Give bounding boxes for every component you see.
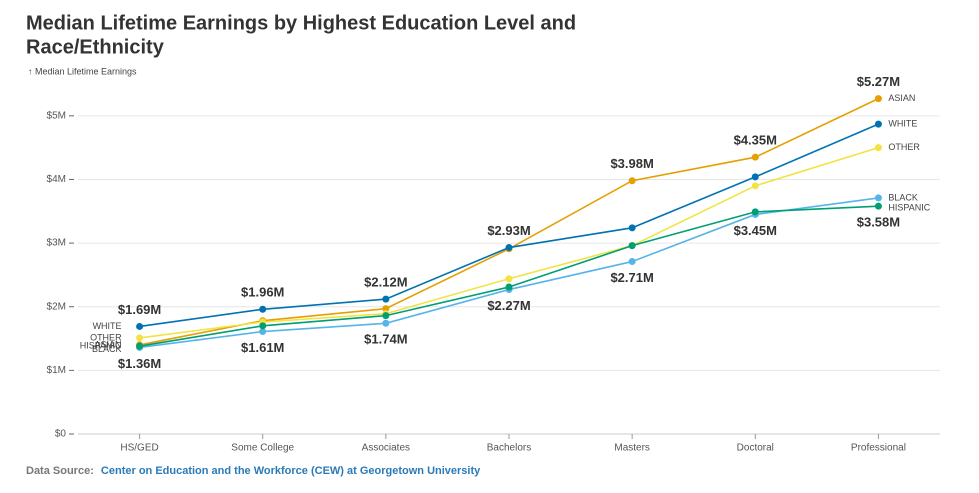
- point: [874, 120, 882, 128]
- chart-title: Median Lifetime Earnings by Highest Educ…: [26, 12, 576, 34]
- value-label: $3.98M: [610, 156, 653, 171]
- series-name: ASIAN: [888, 93, 915, 103]
- x-tick-label: Associates: [362, 443, 410, 454]
- x-tick-label: Some College: [231, 443, 294, 454]
- value-label: $5.27M: [857, 74, 900, 89]
- point: [751, 182, 759, 190]
- point: [136, 322, 144, 330]
- point: [136, 334, 144, 342]
- series-name: HISPANIC: [80, 341, 122, 351]
- point: [874, 194, 882, 202]
- point: [628, 177, 636, 185]
- value-label: $3.58M: [857, 215, 900, 230]
- value-label: $2.12M: [364, 275, 407, 290]
- value-label: $1.61M: [241, 340, 284, 355]
- point: [136, 342, 144, 350]
- series-name: OTHER: [888, 142, 920, 152]
- point: [382, 305, 390, 313]
- series-name: HISPANIC: [888, 203, 930, 213]
- y-tick-label: $4M: [47, 174, 66, 185]
- y-tick-label: $0: [55, 429, 67, 440]
- value-label: $1.36M: [118, 356, 161, 371]
- point: [751, 153, 759, 161]
- point: [628, 242, 636, 250]
- x-tick-label: Masters: [614, 443, 650, 454]
- y-tick-label: $5M: [47, 110, 66, 121]
- series-name: OTHER: [90, 332, 122, 342]
- source: Data Source: Center on Education and the…: [26, 465, 481, 477]
- point: [382, 312, 390, 320]
- x-tick-label: Bachelors: [487, 443, 531, 454]
- point: [874, 202, 882, 210]
- series-name: WHITE: [93, 321, 122, 331]
- series-name: BLACK: [92, 344, 122, 354]
- point: [259, 305, 267, 313]
- value-label: $2.93M: [487, 223, 530, 238]
- point: [382, 295, 390, 303]
- value-label: $4.35M: [734, 133, 777, 148]
- point: [259, 322, 267, 330]
- value-label: $1.74M: [364, 332, 407, 347]
- source-prefix: Data Source:: [26, 465, 94, 477]
- point: [751, 208, 759, 216]
- series-name: WHITE: [888, 118, 917, 128]
- value-label: $1.96M: [241, 285, 284, 300]
- chart-title: Race/Ethnicity: [26, 36, 165, 58]
- point: [874, 144, 882, 152]
- value-label: $2.71M: [610, 270, 653, 285]
- point: [751, 173, 759, 181]
- x-tick-label: Doctoral: [737, 443, 774, 454]
- point: [382, 319, 390, 327]
- series-name: ASIAN: [95, 339, 122, 349]
- point: [259, 328, 267, 336]
- y-axis-label: ↑ Median Lifetime Earnings: [28, 66, 137, 76]
- point: [628, 224, 636, 232]
- point: [628, 258, 636, 266]
- y-tick-label: $1M: [47, 365, 66, 376]
- value-label: $1.69M: [118, 302, 161, 317]
- series-name: BLACK: [888, 192, 918, 202]
- value-label: $3.45M: [734, 223, 777, 238]
- y-tick-label: $2M: [47, 301, 66, 312]
- y-tick-label: $3M: [47, 238, 66, 249]
- point: [505, 244, 513, 252]
- point: [505, 275, 513, 283]
- source-link[interactable]: Center on Education and the Workforce (C…: [101, 465, 481, 477]
- point: [505, 283, 513, 291]
- value-label: $2.27M: [487, 298, 530, 313]
- x-tick-label: Professional: [851, 443, 906, 454]
- x-tick-label: HS/GED: [120, 443, 158, 454]
- point: [874, 95, 882, 103]
- series-line: [139, 197, 879, 349]
